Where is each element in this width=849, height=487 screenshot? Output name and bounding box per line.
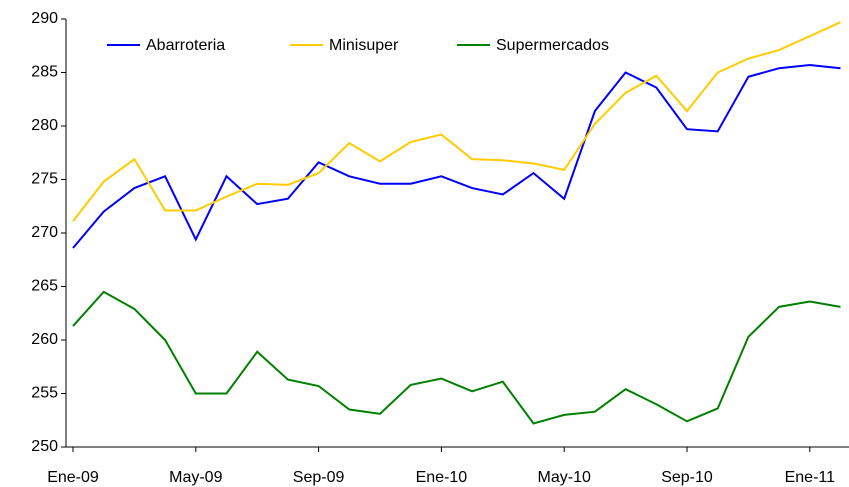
- legend-label: Abarroteria: [146, 37, 225, 54]
- x-tick-label: May-09: [169, 469, 222, 486]
- series-line: [72, 64, 841, 249]
- x-tick-label: Ene-11: [785, 469, 836, 486]
- y-tick-label: 285: [31, 64, 58, 81]
- series-line: [72, 21, 841, 222]
- legend-label: Minisuper: [329, 37, 399, 54]
- x-tick-label: Ene-09: [47, 469, 99, 486]
- y-tick-label: 265: [31, 278, 58, 295]
- x-tick-label: Sep-09: [293, 469, 345, 486]
- x-tick-label: Sep-10: [661, 469, 713, 486]
- y-tick-label: 260: [31, 331, 58, 348]
- y-tick-label: 280: [31, 117, 58, 134]
- y-tick-label: 275: [31, 171, 58, 188]
- y-tick-label: 270: [31, 224, 58, 241]
- y-tick-label: 250: [31, 438, 58, 455]
- x-tick-label: May-10: [538, 469, 591, 486]
- y-tick-label: 290: [31, 10, 58, 27]
- x-tick-label: Ene-10: [416, 469, 468, 486]
- legend-label: Supermercados: [496, 37, 609, 54]
- series-line: [72, 290, 841, 425]
- y-tick-label: 255: [31, 385, 58, 402]
